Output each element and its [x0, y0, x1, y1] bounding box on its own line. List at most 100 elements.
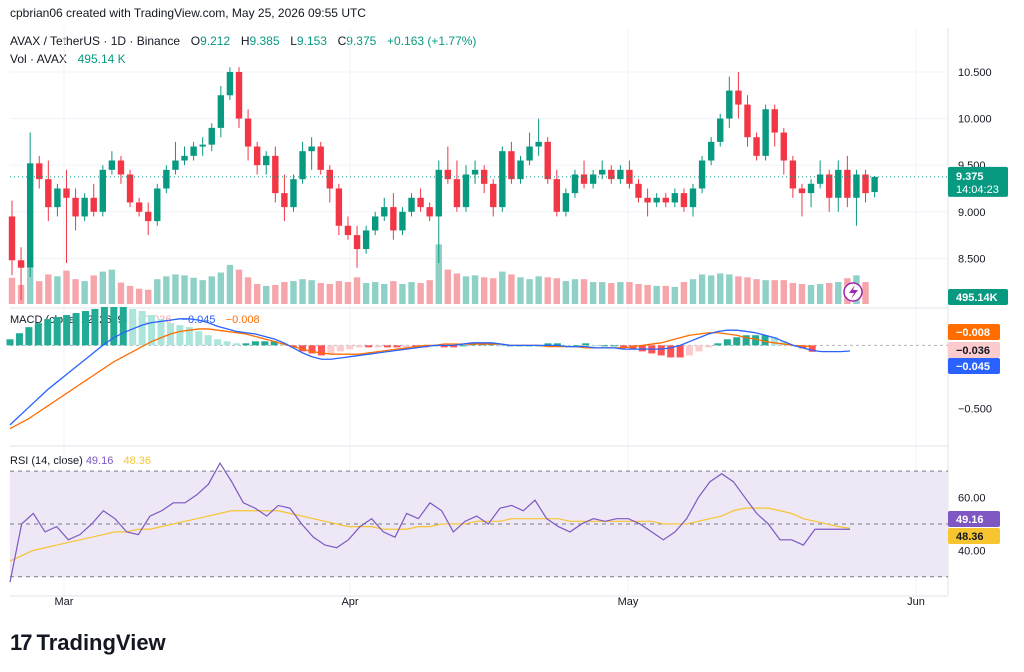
volume-bar: [381, 283, 388, 304]
candle-body: [471, 169, 479, 175]
macd-histogram-bar: [299, 345, 307, 352]
volume-bar: [571, 279, 579, 304]
volume-bar: [435, 244, 442, 304]
candle-body: [145, 211, 152, 222]
volume-bar: [553, 278, 560, 304]
volume-label[interactable]: Vol · AVAX: [10, 52, 67, 66]
macd-histogram-bar: [336, 345, 344, 352]
volume-bar: [335, 281, 343, 304]
candle-body: [408, 197, 415, 212]
macd-value-tag-label: −0.008: [956, 327, 990, 339]
volume-bar: [154, 279, 161, 304]
candle-body: [871, 176, 878, 193]
macd-histogram-bar: [686, 345, 694, 356]
macd-histogram-bar: [242, 343, 250, 346]
candle-body: [508, 151, 515, 180]
rsi-tick-label: 60.00: [958, 493, 986, 505]
tradingview-brand[interactable]: 17 TradingView: [10, 630, 166, 656]
price-tick-label: 9.000: [958, 207, 986, 219]
macd-histogram-bar: [799, 345, 807, 349]
symbol-legend[interactable]: AVAX / TetherUS · 1D · Binance O9.212 H9…: [10, 34, 476, 48]
volume-bar: [499, 271, 506, 304]
macd-histogram-bar: [204, 335, 212, 346]
volume-bar: [72, 279, 79, 304]
candle-body: [390, 207, 397, 231]
candle-body: [671, 193, 679, 203]
candle-body: [326, 169, 333, 189]
volume-legend[interactable]: Vol · AVAX 495.14 K: [10, 52, 126, 66]
candle-body: [753, 137, 760, 156]
volume-bar: [807, 284, 815, 304]
macd-value-tag: [948, 342, 1000, 358]
volume-bar: [117, 282, 125, 304]
candle-body: [81, 197, 88, 217]
volume-bar: [417, 283, 424, 304]
chart-canvas[interactable]: 10.50010.0009.5009.0008.5009.37514:04:23…: [0, 0, 1024, 620]
candle-body: [499, 151, 506, 208]
candle-body: [698, 160, 706, 189]
volume-bar: [771, 280, 778, 304]
candle-body: [281, 193, 288, 208]
volume-bar: [362, 283, 370, 304]
macd-histogram-bar: [704, 345, 712, 348]
candle-body: [717, 118, 724, 142]
candle-body: [780, 132, 787, 161]
volume-bar: [816, 283, 824, 304]
macd-histogram-bar: [402, 345, 410, 348]
volume-bar: [707, 275, 715, 304]
macd-signal-line: [9, 328, 813, 430]
candle-body: [571, 174, 579, 194]
macd-histogram-bar: [742, 335, 750, 346]
candle-body: [208, 127, 215, 145]
candle-body: [853, 174, 860, 198]
rsi-line: [9, 462, 850, 583]
high-value: 9.385: [249, 34, 280, 48]
rsi-legend[interactable]: RSI (14, close) 49.16 48.36: [10, 455, 151, 467]
candle-body: [54, 188, 61, 208]
rsi-ma-line: [9, 507, 851, 562]
countdown-label: 14:04:23: [956, 184, 999, 196]
macd-histogram-bar: [450, 345, 458, 348]
volume-tag: [948, 289, 1008, 305]
macd-histogram-bar: [572, 345, 580, 347]
candle-body: [626, 169, 633, 184]
macd-histogram-bar: [25, 327, 33, 346]
volume-bar: [372, 282, 379, 304]
volume-bar: [490, 278, 497, 304]
candle-body: [490, 183, 497, 208]
rsi-label[interactable]: RSI (14, close): [10, 455, 83, 467]
candle-body: [308, 146, 315, 152]
volume-bar: [26, 268, 34, 304]
candle-body: [26, 163, 34, 268]
volume-bar: [589, 282, 597, 304]
volume-bar: [653, 285, 660, 304]
symbol-name[interactable]: AVAX / TetherUS · 1D · Binance: [10, 34, 181, 48]
macd-histogram-bar: [714, 343, 722, 346]
candle-body: [108, 160, 116, 170]
candle-body: [272, 155, 279, 194]
volume-tag-label: 495.14K: [956, 292, 998, 304]
volume-bar: [99, 271, 106, 304]
candle-body: [381, 207, 388, 217]
volume-bar: [54, 276, 61, 304]
rsi-value-tag-label: 49.16: [956, 514, 984, 526]
candle-body: [771, 109, 778, 133]
candle-body: [526, 146, 533, 161]
volume-bar: [145, 289, 152, 304]
candle-body: [36, 163, 43, 180]
volume-bar: [199, 280, 206, 304]
candle-body: [417, 197, 424, 208]
candle-body: [635, 183, 642, 198]
candle-body: [117, 160, 125, 175]
macd-histogram-bar: [384, 345, 392, 348]
candle-body: [99, 169, 106, 212]
candle-body: [72, 197, 79, 217]
candle-body: [726, 90, 733, 119]
volume-bar: [36, 281, 43, 304]
macd-histogram-bar: [63, 315, 71, 346]
macd-histogram-bar: [629, 345, 637, 350]
macd-value-tag: [948, 324, 1000, 340]
macd-histogram-bar: [619, 345, 627, 348]
candle-body: [372, 216, 379, 231]
candle-body: [807, 183, 815, 194]
